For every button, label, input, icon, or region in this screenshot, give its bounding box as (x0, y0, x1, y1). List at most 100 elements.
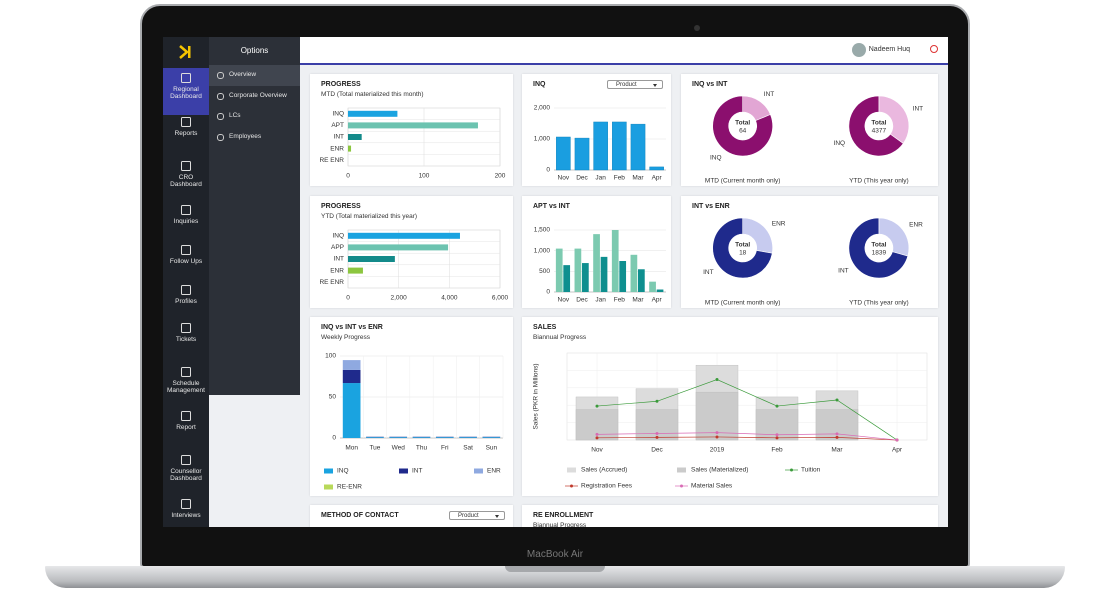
option-item[interactable]: Overview (209, 65, 300, 86)
sidebar: Regional Dashboard Reports CRO Dashboard In… (163, 37, 209, 527)
total-value: 1839 (872, 250, 887, 257)
legend-label: INT (412, 468, 423, 475)
icon (181, 73, 191, 83)
user-menu[interactable]: Nadeem Huq (851, 43, 910, 57)
category-label: RE ENR (319, 157, 344, 164)
y-tick-label: 1,000 (534, 136, 551, 143)
line (596, 379, 898, 441)
bar-segment (342, 369, 361, 384)
card: INQ vs INT INT INQ Total 64 MTD (Current mont… (681, 74, 938, 186)
x-tick-label: 2019 (710, 447, 725, 454)
total-value: 18 (739, 250, 747, 257)
sidebar-item[interactable]: Profiles (163, 280, 209, 320)
bar (656, 289, 664, 292)
slice-label: INT (913, 105, 924, 112)
donut-caption: YTD (This year only) (849, 300, 909, 307)
option-item[interactable]: Employees (209, 127, 300, 148)
sidebar-item[interactable]: Inquiries (163, 200, 209, 240)
legend-swatch (399, 468, 408, 474)
x-tick-label: Sun (486, 445, 498, 452)
legend-label: Registration Fees (581, 483, 633, 490)
bar-segment (389, 437, 408, 438)
bar-segment (342, 383, 361, 438)
sidebar-item[interactable]: Schedule Management (163, 362, 209, 402)
bar (348, 244, 449, 251)
card-subtitle: YTD (Total materialized this year) (321, 213, 418, 220)
point-marker (775, 433, 779, 437)
sidebar-label: Follow Ups (169, 258, 203, 265)
y-tick-label: 500 (539, 268, 550, 275)
logout-button[interactable] (930, 45, 938, 53)
legend-dot (680, 484, 683, 488)
donut-slice (878, 95, 910, 144)
bar-segment (482, 437, 501, 438)
category-label: ENR (330, 145, 344, 152)
dropdown[interactable]: Product (449, 511, 505, 520)
icon (181, 411, 191, 421)
sidebar-item[interactable]: CRO Dashboard (163, 156, 209, 196)
chart: 0 50 100 Mon Tue Wed Thu Fri Sat Sun INQ INT ENR RE-E… (324, 353, 504, 491)
camera (694, 25, 700, 31)
sidebar-item[interactable]: Regional Dashboard (163, 68, 209, 115)
option-item[interactable]: Corporate Overview (209, 86, 300, 107)
bar (348, 232, 460, 239)
card-title: INT vs ENR (692, 203, 730, 210)
point-marker (895, 438, 899, 442)
x-tick-label: Dec (576, 175, 588, 182)
icon-shape (181, 73, 191, 83)
sidebar-label: Tickets (175, 336, 197, 343)
x-tick-label: Mon (345, 445, 358, 452)
category-label: RE ENR (319, 279, 344, 286)
chart: 0 500 1,000 1,500 Nov Dec Jan Feb Mar Apr (534, 227, 666, 304)
x-tick-label: Feb (771, 447, 783, 454)
option-item[interactable]: LCs (209, 106, 300, 127)
slice-label: INQ (834, 140, 846, 147)
point-marker (655, 435, 659, 439)
card: RE ENROLLMENT Biannual Progress (522, 505, 938, 527)
top-bar: Nadeem Huq (300, 37, 948, 65)
card-title: PROGRESS (321, 203, 361, 210)
y-axis-label: Sales (PKR in Millions) (533, 363, 540, 429)
x-tick-label: 2,000 (391, 295, 408, 302)
options-panel: Options Overview Corporate Overview LCs Empl… (209, 37, 300, 395)
y-tick-label: 0 (546, 167, 550, 174)
sidebar-label: Reports (174, 130, 198, 137)
x-tick-label: Tue (369, 445, 380, 452)
card: INQ vs INT vs ENR Weekly Progress 0 50 100 Mo… (310, 317, 513, 496)
icon (181, 285, 191, 295)
sidebar-item[interactable]: Report (163, 406, 209, 446)
point-marker (595, 404, 599, 408)
bar (635, 409, 679, 441)
x-tick-label: 100 (419, 173, 430, 180)
card-title: APT vs INT (533, 203, 570, 210)
card: METHOD OF CONTACT Product (310, 505, 513, 527)
x-tick-label: Apr (652, 297, 663, 304)
point-marker (775, 436, 779, 440)
icon (181, 245, 191, 255)
avatar (851, 43, 866, 57)
point-marker (835, 432, 839, 436)
bar (574, 137, 590, 171)
card-title: INQ vs INT vs ENR (321, 324, 383, 331)
sidebar-item[interactable]: Counsellor Dashboard (163, 450, 209, 490)
dropdown[interactable]: Product (607, 80, 663, 89)
sidebar-item[interactable]: Interviews (163, 494, 209, 527)
point-marker (715, 435, 719, 439)
y-tick-label: 100 (325, 353, 336, 360)
point-marker (715, 431, 719, 435)
sidebar-label: Counsellor Dashboard (170, 468, 202, 482)
category-label: INQ (332, 233, 344, 240)
logo (179, 45, 191, 59)
sidebar-item[interactable]: Tickets (163, 318, 209, 358)
total-label: Total (871, 242, 886, 249)
card: PROGRESS YTD (Total materialized this yea… (310, 196, 513, 308)
sidebar-item[interactable]: Reports (163, 112, 209, 152)
card-title: INQ vs INT (692, 81, 728, 88)
point-marker (595, 432, 599, 436)
sidebar-item[interactable]: Follow Ups (163, 240, 209, 280)
bar-segment (459, 437, 477, 438)
bar (649, 166, 664, 171)
total-value: 64 (739, 128, 747, 135)
